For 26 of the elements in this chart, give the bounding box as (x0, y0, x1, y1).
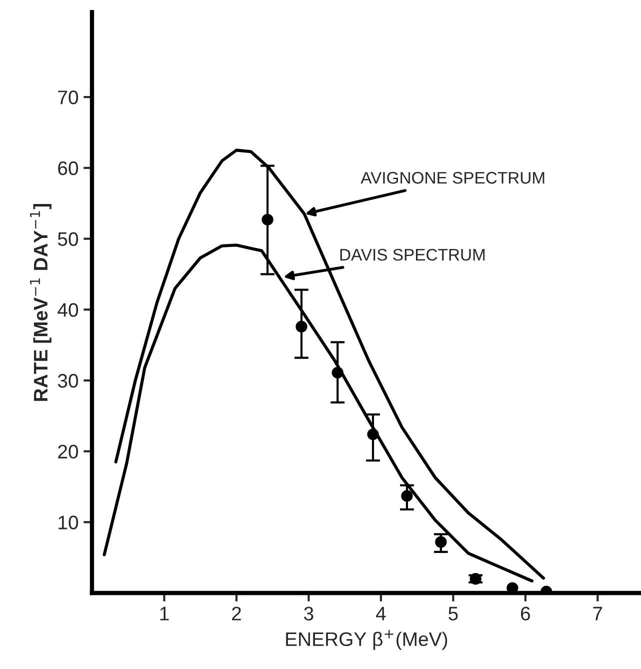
point (401, 490, 413, 502)
point (367, 428, 379, 440)
x-tick-label: 5 (448, 606, 458, 620)
y-tick-label: 10 (58, 516, 78, 530)
point (262, 214, 274, 226)
line-series (114, 148, 546, 580)
x-tick-label: 1 (160, 606, 169, 620)
annotation: AVIGNONE SPECTRUM (360, 172, 544, 184)
y-axis-title: RATE [MeV$^{−1}$ DAY$^{−1}$] (30, 204, 52, 401)
x-axis-title: ENERGY β$^{+}$(MeV) (286, 630, 448, 650)
point (332, 366, 344, 378)
x-tick-label: 3 (304, 606, 314, 620)
y-tick-label: 20 (58, 444, 78, 459)
x-tick-label: 6 (521, 606, 530, 620)
x-tick-label: 7 (593, 606, 602, 620)
y-tick-label: 60 (58, 161, 78, 176)
annotation: DAVIS SPECTRUM (340, 248, 485, 261)
point (435, 536, 447, 548)
y-tick-label: 50 (58, 232, 78, 246)
y-tick-label: 30 (58, 374, 78, 388)
point (296, 320, 308, 332)
x-tick-label: 2 (232, 606, 241, 620)
y-tick-label: 70 (58, 90, 78, 104)
y-tick-label: 40 (58, 303, 78, 317)
x-tick-label: 4 (376, 606, 386, 620)
point (470, 573, 482, 585)
